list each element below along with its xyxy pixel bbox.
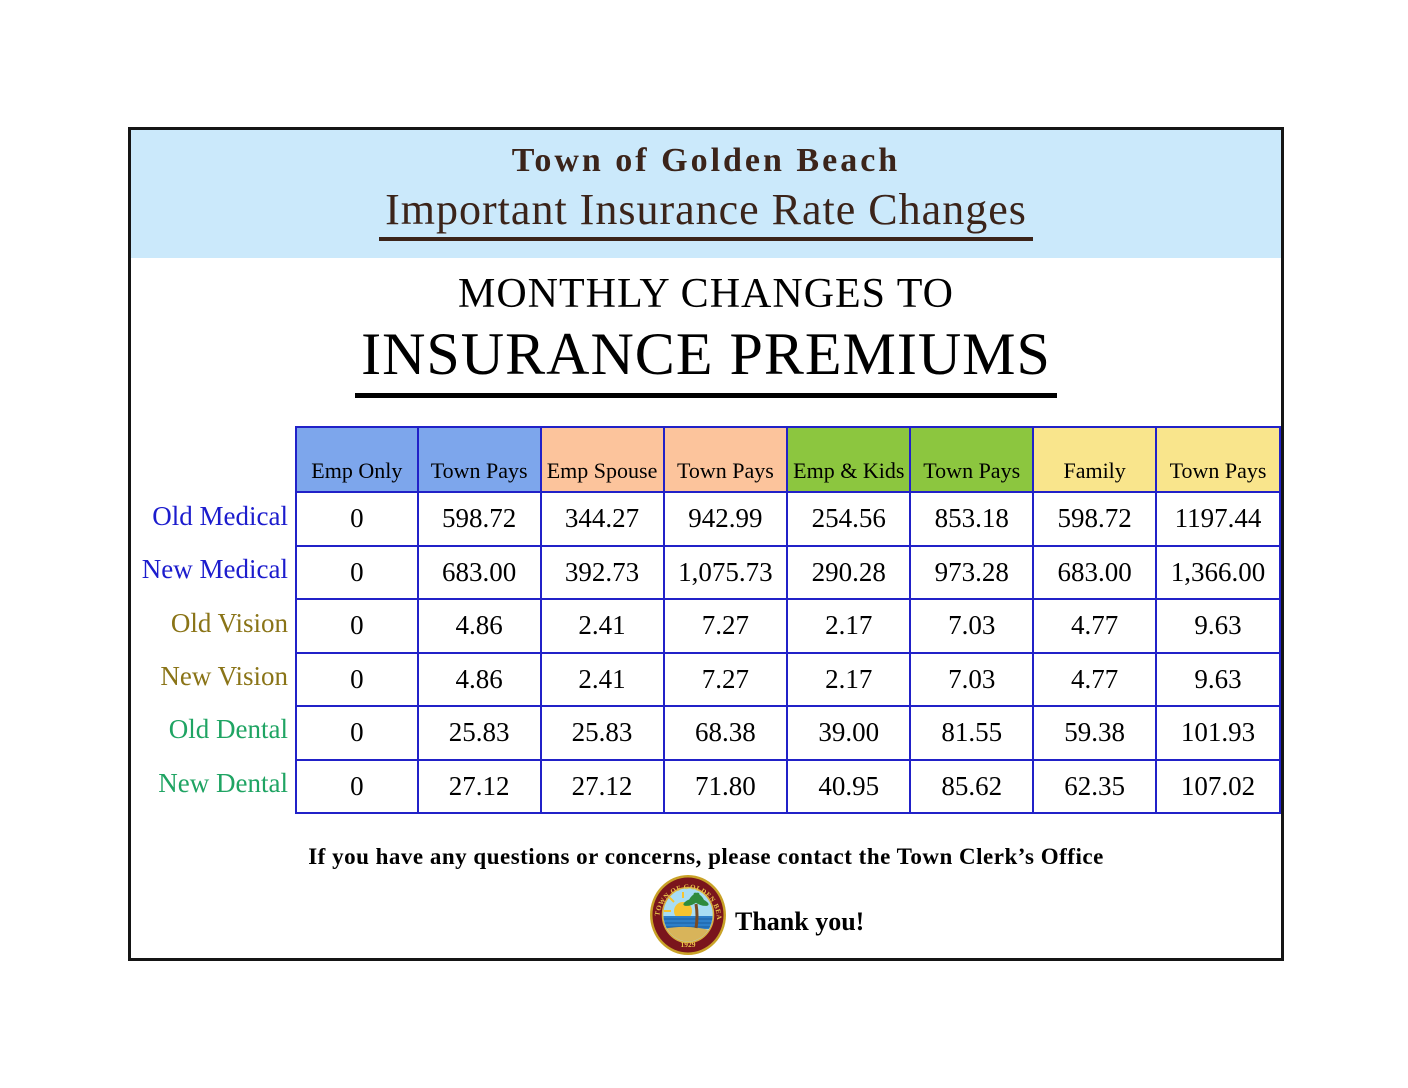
contact-note: If you have any questions or concerns, p… [308,844,1104,869]
table-cell: 0 [295,705,419,761]
row-label-old-medical: Old Medical [152,501,288,532]
row-labels: Old Medical New Medical Old Vision New V… [131,490,291,810]
row-label-new-vision: New Vision [160,661,288,692]
table-cell: 9.63 [1155,651,1281,707]
table-cell: 27.12 [416,758,542,814]
table-cell: 0 [295,491,419,547]
table-cell: 0 [295,651,419,707]
table-cell: 7.03 [909,651,1035,707]
org-title: Town of Golden Beach [511,142,901,179]
table-row-old-dental: 0 25.83 25.83 68.38 39.00 81.55 59.38 10… [295,705,1281,761]
table-cell: 2.17 [786,651,912,707]
table-cell: 68.38 [662,705,789,761]
table-cell: 853.18 [909,491,1035,547]
table-cell: 254.56 [786,491,912,547]
column-header-town-pays-1: Town Pays [416,426,542,493]
table-cell: 7.27 [662,651,789,707]
table-cell: 942.99 [662,491,789,547]
row-label-new-dental: New Dental [158,767,288,798]
table-cell: 39.00 [786,705,912,761]
row-label-old-vision: Old Vision [170,607,288,638]
table-cell: 0 [295,544,419,600]
table-cell: 1,075.73 [662,544,789,600]
table-cell: 0 [295,598,419,654]
column-header-family: Family [1032,426,1158,493]
table-cell: 2.41 [539,651,665,707]
table-cell: 101.93 [1155,705,1281,761]
table-row-old-vision: 0 4.86 2.41 7.27 2.17 7.03 4.77 9.63 [295,598,1281,654]
table-cell: 71.80 [662,758,789,814]
row-label-new-medical: New Medical [141,554,288,585]
table-row-old-medical: 0 598.72 344.27 942.99 254.56 853.18 598… [295,491,1281,547]
table-cell: 683.00 [416,544,542,600]
column-header-emp-only: Emp Only [295,426,419,493]
table-cell: 4.77 [1032,598,1158,654]
table-cell: 1197.44 [1155,491,1281,547]
table-cell: 598.72 [416,491,542,547]
column-header-emp-spouse: Emp Spouse [539,426,665,493]
table-cell: 4.86 [416,651,542,707]
table-cell: 598.72 [1032,491,1158,547]
table-row-new-dental: 0 27.12 27.12 71.80 40.95 85.62 62.35 10… [295,758,1281,814]
table-cell: 1,366.00 [1155,544,1281,600]
town-seal-icon: TOWN OF GOLDEN BEACH 1929 [649,874,726,955]
flyer-sheet: Town of Golden Beach Important Insurance… [128,127,1284,961]
column-header-town-pays-2: Town Pays [662,426,789,493]
table-cell: 290.28 [786,544,912,600]
column-header-emp-kids: Emp & Kids [786,426,912,493]
table-row-new-vision: 0 4.86 2.41 7.27 2.17 7.03 4.77 9.63 [295,651,1281,707]
table-cell: 62.35 [1032,758,1158,814]
title-line-2: INSURANCE PREMIUMS [131,320,1281,398]
table-cell: 85.62 [909,758,1035,814]
premium-table: Emp Only Town Pays Emp Spouse Town Pays … [295,426,1281,814]
table-cell: 7.03 [909,598,1035,654]
table-cell: 25.83 [416,705,542,761]
table-cell: 973.28 [909,544,1035,600]
table-cell: 4.86 [416,598,542,654]
title-line-2-text: INSURANCE PREMIUMS [355,320,1057,398]
table-cell: 392.73 [539,544,665,600]
header-band: Town of Golden Beach Important Insurance… [131,130,1281,258]
table-cell: 40.95 [786,758,912,814]
table-cell: 4.77 [1032,651,1158,707]
table-cell: 81.55 [909,705,1035,761]
title-block: MONTHLY CHANGES TO INSURANCE PREMIUMS [131,270,1281,398]
seal-year: 1929 [681,940,696,949]
table-cell: 9.63 [1155,598,1281,654]
thank-you-text: Thank you! [735,907,865,936]
table-cell: 27.12 [539,758,665,814]
headline: Important Insurance Rate Changes [131,184,1281,241]
column-header-town-pays-4: Town Pays [1155,426,1281,493]
table-cell: 107.02 [1155,758,1281,814]
title-line-1: MONTHLY CHANGES TO [457,271,955,317]
table-header-row: Emp Only Town Pays Emp Spouse Town Pays … [295,426,1281,493]
table-cell: 0 [295,758,419,814]
table-cell: 683.00 [1032,544,1158,600]
row-label-old-dental: Old Dental [168,714,288,745]
table-cell: 2.17 [786,598,912,654]
table-cell: 59.38 [1032,705,1158,761]
table-cell: 2.41 [539,598,665,654]
table-row-new-medical: 0 683.00 392.73 1,075.73 290.28 973.28 6… [295,544,1281,600]
table-cell: 7.27 [662,598,789,654]
headline-text: Important Insurance Rate Changes [379,184,1033,241]
column-header-town-pays-3: Town Pays [909,426,1035,493]
table-cell: 344.27 [539,491,665,547]
thank-you-block: TOWN OF GOLDEN BEACH 1929 Thank you! [649,874,864,956]
table-cell: 25.83 [539,705,665,761]
